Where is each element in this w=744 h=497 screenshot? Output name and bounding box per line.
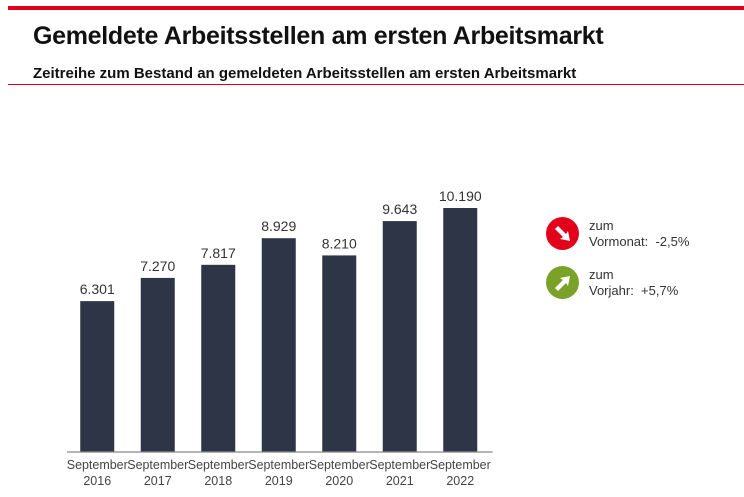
data-label: 8.929 [261, 218, 296, 234]
page-subtitle: Zeitreihe zum Bestand an gemeldeten Arbe… [33, 65, 577, 82]
bar [80, 301, 115, 452]
x-tick-label: September [248, 458, 309, 472]
bar [261, 238, 296, 452]
x-tick-label: September [369, 458, 430, 472]
x-tick-label: September [67, 458, 128, 472]
indicator-vormonat: zum Vormonat: -2,5% [546, 217, 689, 250]
arrow-down-right-icon [546, 217, 579, 250]
x-tick-label: September [309, 458, 370, 472]
data-label: 8.210 [322, 235, 357, 251]
indicator-value: Vormonat: -2,5% [589, 233, 690, 249]
data-label: 7.270 [140, 258, 175, 274]
bar [322, 255, 357, 452]
data-label: 7.817 [201, 245, 236, 261]
indicator-vorjahr: zum Vorjahr: +5,7% [546, 266, 678, 299]
bar [201, 264, 236, 452]
bar [443, 208, 478, 452]
x-tick-label: 2019 [265, 474, 293, 488]
data-label: 6.301 [80, 281, 115, 297]
bar [382, 221, 417, 452]
x-tick-label: 2017 [144, 474, 172, 488]
indicator-label: zum [589, 217, 614, 233]
data-label: 10.190 [439, 188, 482, 204]
data-label: 9.643 [382, 201, 417, 217]
top-accent-bar [8, 6, 744, 10]
x-tick-label: September [430, 458, 491, 472]
x-tick-label: 2022 [446, 474, 474, 488]
page-title: Gemeldete Arbeitsstellen am ersten Arbei… [33, 22, 604, 50]
x-tick-label: 2018 [204, 474, 232, 488]
arrow-up-right-icon [546, 266, 579, 299]
x-tick-label: 2021 [386, 474, 414, 488]
x-tick-label: September [127, 458, 188, 472]
header-divider [8, 84, 744, 85]
indicator-value: Vorjahr: +5,7% [589, 282, 679, 298]
bar [140, 277, 175, 452]
x-tick-label: 2016 [83, 474, 111, 488]
x-tick-label: 2020 [325, 474, 353, 488]
x-tick-label: September [188, 458, 249, 472]
indicator-label: zum [589, 266, 614, 282]
